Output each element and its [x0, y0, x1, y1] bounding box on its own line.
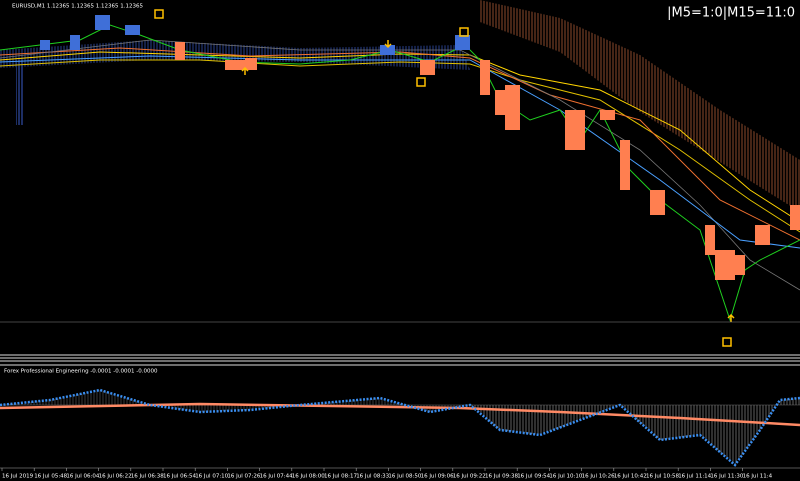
time-label: 16 Jul 09:54: [517, 474, 550, 480]
salmon-blocks: [175, 42, 800, 280]
blue-blocks: [40, 15, 470, 55]
time-label: 16 Jul 2019: [2, 474, 34, 480]
time-label: 16 Jul 05:48: [34, 474, 67, 480]
ma-orange: [0, 47, 800, 241]
time-label: 16 Jul 09:22: [453, 474, 486, 480]
markers: [154, 9, 735, 347]
time-label: 16 Jul 08:17: [324, 474, 357, 480]
time-label: 16 Jul 07:44: [260, 474, 293, 480]
histogram: [470, 398, 800, 465]
symbol-label: EURUSD,M1 1.12365 1.12365 1.12365 1.1236…: [12, 4, 144, 10]
time-label: 16 Jul 07:26: [227, 474, 260, 480]
time-label: 16 Jul 08:00: [292, 474, 325, 480]
time-label: 16 Jul 09:38: [485, 474, 518, 480]
time-label: 16 Jul 08:50: [388, 474, 421, 480]
time-label: 16 Jul 06:04: [66, 474, 99, 480]
time-label: 16 Jul 10:58: [646, 474, 679, 480]
time-label: 16 Jul 11:14: [678, 474, 711, 480]
time-label: 16 Jul 11:30: [710, 474, 743, 480]
time-label: 16 Jul 06:38: [131, 474, 164, 480]
indicator-label: Forex Professional Engineering -0.0001 -…: [4, 369, 158, 375]
time-label: 16 Jul 08:33: [356, 474, 389, 480]
time-label: 16 Jul 10:26: [582, 474, 615, 480]
signal-line: [0, 402, 800, 427]
time-label: 16 Jul 09:06: [421, 474, 454, 480]
time-axis: 16 Jul 2019 16 Jul 05:48 16 Jul 06:04 16 Ju…: [0, 467, 800, 480]
time-label: 16 Jul 07:10: [195, 474, 228, 480]
cloud: [480, 0, 800, 212]
time-label: 16 Jul 11:4: [743, 474, 773, 480]
time-label: 16 Jul 10:10: [549, 474, 582, 480]
time-label: 16 Jul 06:22: [99, 474, 132, 480]
oscillator: [0, 388, 800, 467]
time-label: 16 Jul 10:42: [614, 474, 647, 480]
panel-separator: [0, 354, 800, 366]
ma-yellow-2: [0, 59, 800, 233]
status-label: |M5=1:0|M15=11:0: [667, 6, 795, 21]
time-label: 16 Jul 06:54: [163, 474, 196, 480]
band: [16, 60, 24, 125]
ma-gray: [0, 39, 800, 291]
